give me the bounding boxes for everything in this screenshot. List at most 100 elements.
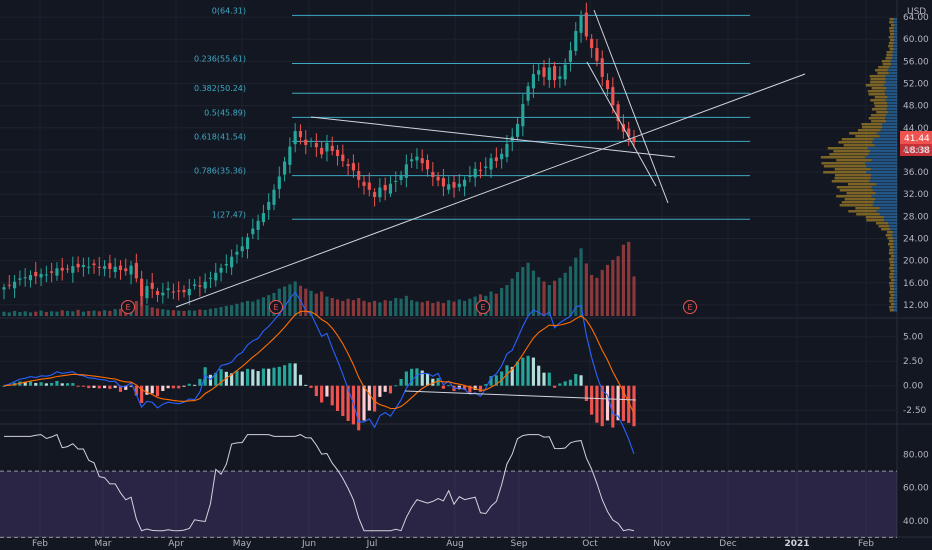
- volume-profile-bar-buy: [885, 99, 897, 102]
- volume-profile-bar-buy: [879, 207, 897, 210]
- volume-profile-bar-buy: [893, 249, 897, 252]
- currency-label[interactable]: USD: [907, 7, 926, 17]
- macd-histogram-bar: [526, 355, 530, 386]
- candle-body: [108, 263, 112, 269]
- macd-histogram-bar: [563, 381, 567, 386]
- volume-bar: [378, 302, 382, 316]
- candle-body: [346, 164, 350, 166]
- macd-histogram-bar: [436, 378, 440, 386]
- candle-body: [65, 268, 70, 270]
- volume-profile-bar-buy: [882, 123, 897, 126]
- volume-bar: [621, 244, 625, 316]
- volume-bar: [383, 300, 387, 316]
- volume-bar: [256, 299, 260, 316]
- volume-profile-bar-sell: [887, 237, 894, 240]
- volume-bar: [436, 301, 440, 316]
- candle-body: [277, 176, 281, 190]
- earnings-marker[interactable]: E: [269, 300, 283, 314]
- earnings-marker-circle: [683, 300, 697, 314]
- candle-body: [341, 154, 345, 161]
- candle-body: [600, 58, 604, 77]
- volume-profile-bar-sell: [823, 165, 867, 168]
- volume-bar: [579, 248, 583, 316]
- macd-histogram-bar: [394, 385, 398, 387]
- volume-profile-bar-sell: [890, 279, 895, 282]
- volume-profile-bar-buy: [893, 48, 897, 51]
- candle-body: [28, 275, 33, 281]
- volume-profile-bar-buy: [894, 39, 897, 42]
- earnings-marker[interactable]: E: [683, 300, 697, 314]
- candle-body: [325, 142, 329, 152]
- volume-profile-bar-sell: [865, 84, 884, 87]
- volume-profile-bar-buy: [876, 183, 897, 186]
- macd-histogram-bar: [494, 375, 498, 386]
- fibonacci-retracement: 0(64.31) 0.236(55.61) 0.382(50.24) 0.5(45.8…: [194, 6, 750, 220]
- macd-histogram-bar: [325, 385, 329, 397]
- volume-bar: [293, 281, 297, 316]
- volume-profile-bar-sell: [870, 99, 886, 102]
- volume-profile-bar-buy: [884, 90, 897, 93]
- macd-histogram-bar: [230, 373, 234, 386]
- candle-body: [378, 187, 382, 198]
- macd-tick-label: 0.00: [903, 382, 923, 392]
- volume-bar: [161, 309, 165, 316]
- candle-body: [251, 228, 255, 235]
- candle-body: [330, 145, 334, 152]
- candle-body: [441, 178, 445, 187]
- volume-profile-bar-buy: [885, 117, 897, 120]
- price-tick-label: 16.00: [903, 279, 929, 289]
- price-tick-label: 28.00: [903, 212, 929, 222]
- macd-histogram-bar: [510, 366, 514, 386]
- volume-bar: [351, 300, 355, 316]
- price-tick-label: 20.00: [903, 257, 929, 267]
- candle-body: [193, 284, 197, 286]
- candle-body: [171, 291, 175, 293]
- volume-profile-bar-sell: [870, 81, 886, 84]
- volume-profile-bar-buy: [894, 279, 897, 282]
- volume-profile-bar-buy: [884, 219, 897, 222]
- macd-histogram-bar: [378, 385, 382, 397]
- volume-profile-bar-buy: [890, 228, 897, 231]
- volume-profile-bar-sell: [871, 120, 887, 123]
- volume-profile-bar-sell: [834, 177, 871, 180]
- macd-histogram-bar: [108, 385, 112, 389]
- volume-bar: [304, 288, 308, 316]
- x-tick-label: Sep: [511, 539, 528, 549]
- volume-profile-bar-sell: [888, 240, 894, 243]
- ascending-trendline: [175, 73, 806, 308]
- macd-histogram-bar: [240, 371, 244, 386]
- candle-body: [166, 288, 170, 291]
- macd-histogram-bar: [293, 363, 297, 386]
- price-tick-label: 48.00: [903, 102, 929, 112]
- rsi-background-band: [0, 471, 897, 538]
- candle-body: [515, 123, 520, 137]
- macd-histogram-bar: [425, 373, 430, 386]
- volume-profile-bar-buy: [875, 192, 897, 195]
- candle-body: [452, 182, 456, 188]
- candle-body: [420, 158, 424, 164]
- macd-histogram-bar: [2, 385, 6, 387]
- macd-histogram-bar: [632, 385, 636, 427]
- volume-profile-bar-sell: [886, 231, 893, 234]
- volume-bar: [150, 307, 154, 316]
- candle-body: [44, 274, 48, 276]
- x-tick-label: Mar: [95, 539, 112, 549]
- macd-histogram-bar: [44, 383, 48, 386]
- volume-bar: [28, 312, 33, 316]
- candle-body: [60, 267, 64, 271]
- volume-bar: [118, 308, 123, 316]
- candle-body: [177, 290, 181, 292]
- earnings-marker[interactable]: E: [476, 300, 490, 314]
- candle-body: [13, 281, 17, 289]
- macd-histogram-bar: [447, 385, 451, 387]
- macd-histogram-bar: [256, 371, 260, 386]
- earnings-marker[interactable]: E: [121, 300, 135, 314]
- volume-profile-bar-sell: [881, 60, 891, 63]
- volume-profile-bar-sell: [875, 222, 889, 225]
- macd-histogram-bar: [373, 385, 377, 412]
- volume-bar: [81, 311, 85, 316]
- volume-profile-bar-buy: [892, 54, 897, 57]
- candle-body: [320, 147, 324, 155]
